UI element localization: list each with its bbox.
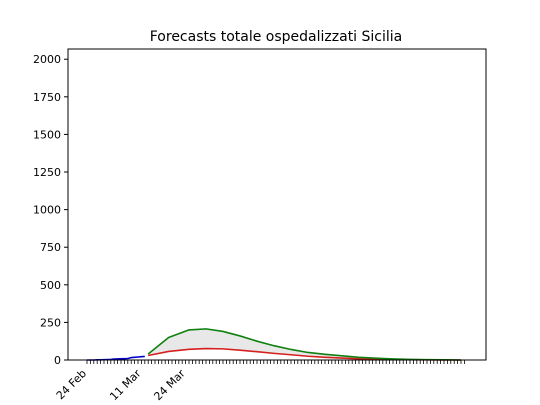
x-tick-label: 11 Mar (107, 367, 144, 404)
y-tick-label: 0 (54, 354, 61, 367)
plot-area (87, 328, 462, 361)
plot-frame (67, 48, 487, 361)
y-tick-label: 1500 (33, 128, 61, 141)
y-tick-label: 1000 (33, 204, 61, 217)
forecast-band (148, 328, 461, 360)
observed-line (87, 355, 145, 361)
upper-forecast-line (147, 328, 462, 361)
y-tick-label: 2000 (33, 53, 61, 66)
y-tick-label: 250 (40, 316, 61, 329)
chart-title: Forecasts totale ospedalizzati Sicilia (150, 29, 403, 45)
y-tick-label: 750 (40, 241, 61, 254)
x-tick-label: 24 Feb (54, 367, 89, 402)
y-tick-label: 1250 (33, 166, 61, 179)
x-tick-label: 24 Mar (151, 367, 188, 404)
x-axis: 24 Feb 11 Mar 24 Mar (54, 360, 465, 403)
y-tick-label: 1750 (33, 91, 61, 104)
y-tick-label: 500 (40, 279, 61, 292)
y-axis: 0 250 500 750 1000 1250 1500 1750 2000 (33, 53, 68, 367)
